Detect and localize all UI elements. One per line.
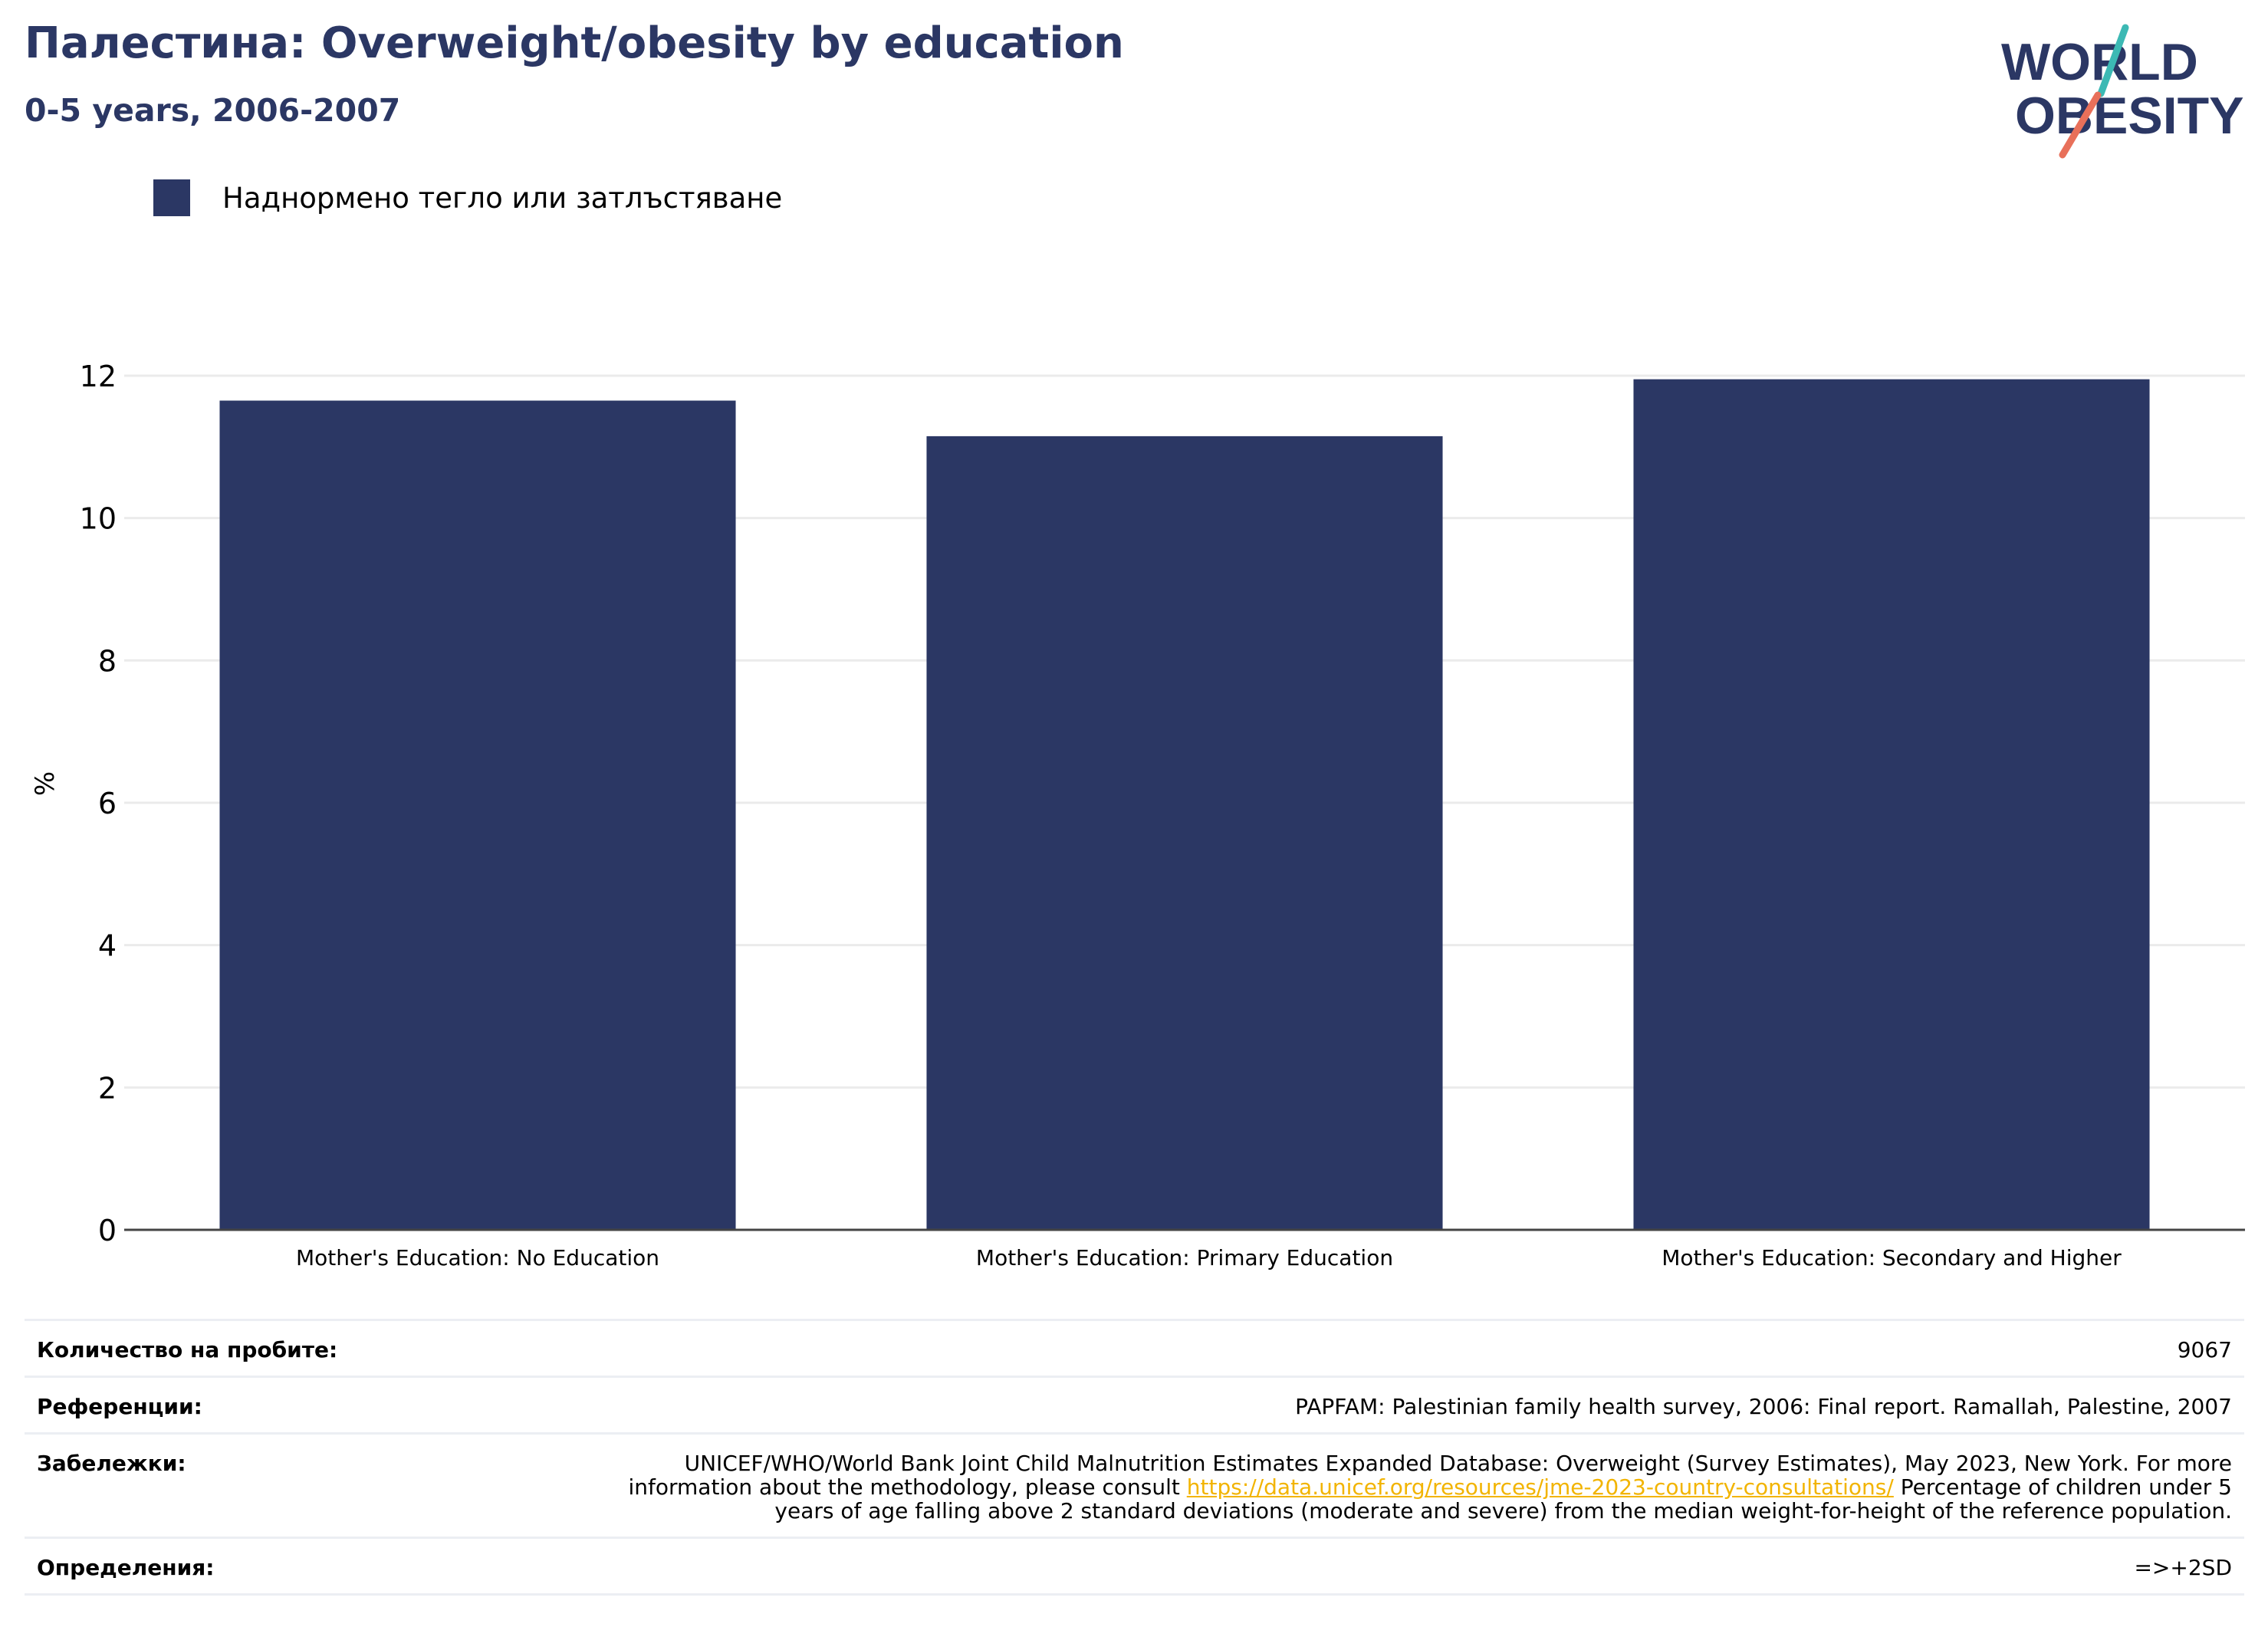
bars xyxy=(219,379,2150,1231)
x-tick-label: Mother's Education: Primary Education xyxy=(976,1245,1393,1270)
y-tick-label: 0 xyxy=(98,1214,117,1247)
chart-legend[interactable]: Наднормено тегло или затлъстяване xyxy=(153,176,782,219)
x-tick-label: Mother's Education: Secondary and Higher xyxy=(1662,1245,2122,1270)
sample-size-value: 9067 xyxy=(2177,1337,2232,1362)
axes: 0 2 4 6 8 10 12 Mother's Education: No Educatio… xyxy=(30,360,2245,1270)
notes-value: UNICEF/WHO/World Bank Joint Child Malnut… xyxy=(614,1451,2233,1523)
info-row-notes: Забележки: UNICEF/WHO/World Bank Joint C… xyxy=(25,1435,2244,1539)
y-tick-label: 10 xyxy=(80,502,117,536)
chart-title: Палестина: Overweight/obesity by educati… xyxy=(25,18,1124,68)
chart-subtitle: 0-5 years, 2006-2007 xyxy=(25,92,401,129)
definitions-value: =>+2SD xyxy=(2134,1555,2232,1580)
y-tick-label: 6 xyxy=(98,787,117,820)
references-label: Референции: xyxy=(37,1394,202,1419)
notes-text-before: UNICEF/WHO/World Bank Joint Child Malnut… xyxy=(628,1451,2233,1500)
notes-text-after: Percentage of children under 5 years of … xyxy=(774,1474,2232,1523)
sample-size-label: Количество на пробите: xyxy=(37,1337,338,1362)
bar-chart: 0 2 4 6 8 10 12 Mother's Education: No Educatio… xyxy=(30,360,2245,1270)
y-tick-label: 8 xyxy=(98,644,117,678)
legend-swatch xyxy=(153,179,190,216)
y-tick-label: 12 xyxy=(80,360,117,393)
references-value: PAPFAM: Palestinian family health survey… xyxy=(1295,1394,2232,1419)
info-table: Количество на пробите: 9067 Референции: … xyxy=(25,1319,2244,1596)
bar xyxy=(1633,379,2150,1231)
y-tick-label: 4 xyxy=(98,929,117,963)
y-tick-label: 2 xyxy=(98,1071,117,1105)
world-obesity-logo: WORLD OBESITY xyxy=(2001,24,2244,159)
y-axis-label: % xyxy=(30,771,61,796)
logo-slash-bottom xyxy=(2059,91,2102,159)
bar xyxy=(219,400,736,1230)
notes-label: Забележки: xyxy=(37,1451,186,1476)
info-row-definitions: Определения: =>+2SD xyxy=(25,1539,2244,1596)
legend-label: Наднормено тегло или затлъстяване xyxy=(222,181,783,215)
info-row-references: Референции: PAPFAM: Palestinian family h… xyxy=(25,1378,2244,1435)
notes-methodology-link[interactable]: https://data.unicef.org/resources/jme-20… xyxy=(1186,1474,1894,1500)
info-row-sample-size: Количество на пробите: 9067 xyxy=(25,1321,2244,1378)
logo-word-obesity: OBESITY xyxy=(2015,87,2244,145)
definitions-label: Определения: xyxy=(37,1555,215,1580)
bar xyxy=(926,436,1443,1230)
logo-word-world: WORLD xyxy=(2001,33,2198,91)
logo-slash-top xyxy=(2097,24,2129,97)
x-tick-label: Mother's Education: No Education xyxy=(296,1245,659,1270)
